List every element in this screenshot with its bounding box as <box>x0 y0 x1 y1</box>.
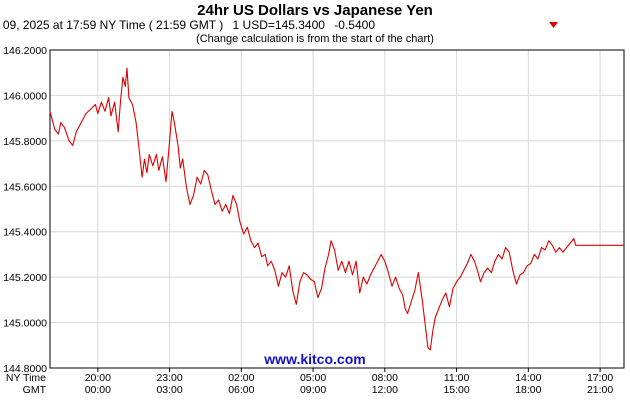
change-label: -0.5400 <box>334 18 375 32</box>
x-tick-label-ny: 11:00 <box>444 372 470 384</box>
chart-note: (Change calculation is from the start of… <box>196 33 434 45</box>
x-tick-label-gmt: 21:00 <box>587 384 613 396</box>
x-tick-label-gmt: 03:00 <box>156 384 182 396</box>
price-label: 1 USD=145.3400 <box>233 18 326 32</box>
y-tick-label: 145.0000 <box>3 318 47 330</box>
y-tick-label: 145.8000 <box>3 136 47 148</box>
price-info: May 09, 2025 at 17:59 NY Time ( 21:59 GM… <box>0 18 375 32</box>
y-tick-label: 145.4000 <box>3 227 47 239</box>
y-tick-label: 145.6000 <box>3 181 47 193</box>
y-tick-label: 144.8000 <box>3 363 47 375</box>
x-tick-label-gmt: 12:00 <box>372 384 398 396</box>
x-tick-label-gmt: 09:00 <box>300 384 326 396</box>
down-triangle-icon <box>549 22 558 28</box>
x-tick-label-ny: 14:00 <box>515 372 541 384</box>
plot-border <box>49 49 625 369</box>
y-tick-label: 145.2000 <box>3 272 47 284</box>
x-tick-label-ny: 20:00 <box>85 372 111 384</box>
x-tick-label-ny: 02:00 <box>228 372 254 384</box>
usd-jpy-line <box>49 67 624 351</box>
x-tick-label-ny: 08:00 <box>372 372 398 384</box>
y-axis: 144.8000 145.0000 145.2000 145.4000 145.6000… <box>3 45 47 375</box>
timestamp-label: May 09, 2025 at 17:59 NY Time ( 21:59 GM… <box>0 18 223 32</box>
gmt-axis-label: GMT <box>23 384 47 396</box>
watermark: www.kitco.com <box>263 351 365 367</box>
y-tick-label: 146.0000 <box>3 90 47 102</box>
x-tick-label-gmt: 00:00 <box>85 384 111 396</box>
grid <box>50 50 624 368</box>
x-tick-label-gmt: 15:00 <box>443 384 469 396</box>
x-tick-label-ny: 05:00 <box>300 372 326 384</box>
y-tick-label: 146.2000 <box>3 45 47 57</box>
x-tick-label-ny: 23:00 <box>156 372 182 384</box>
chart-title: 24hr US Dollars vs Japanese Yen <box>197 2 433 19</box>
x-tick-label-gmt: 18:00 <box>515 384 541 396</box>
ny-time-axis-label: NY Time <box>6 372 46 384</box>
x-tick-label-ny: 17:00 <box>587 372 613 384</box>
x-tick-label-gmt: 06:00 <box>228 384 254 396</box>
